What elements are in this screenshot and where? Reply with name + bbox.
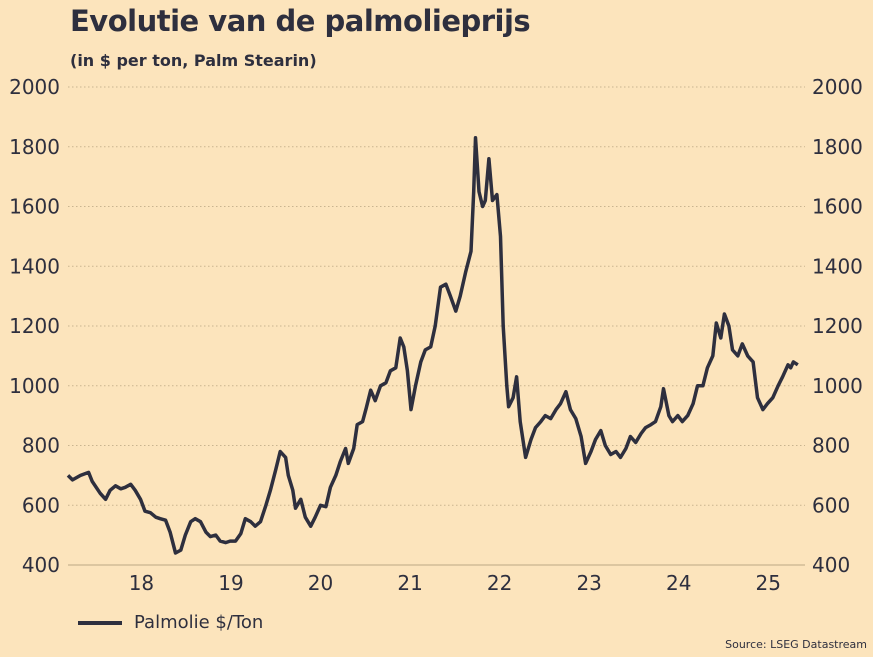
y-tick-label-right: 1200: [812, 314, 863, 338]
y-tick-label-left: 400: [22, 553, 60, 577]
x-tick-label: 25: [756, 571, 781, 595]
legend-swatch: [78, 620, 122, 625]
y-tick-label-right: 2000: [812, 75, 863, 99]
y-tick-label-left: 800: [22, 434, 60, 458]
x-tick-label: 23: [576, 571, 601, 595]
y-tick-label-right: 1600: [812, 195, 863, 219]
y-tick-label-right: 800: [812, 434, 850, 458]
x-tick-label: 19: [218, 571, 243, 595]
y-tick-label-left: 1400: [9, 254, 60, 278]
x-tick-label: 22: [487, 571, 512, 595]
x-tick-label: 18: [129, 571, 154, 595]
y-tick-label-left: 1600: [9, 195, 60, 219]
y-tick-label-right: 1800: [812, 135, 863, 159]
y-tick-label-left: 1200: [9, 314, 60, 338]
y-tick-label-left: 2000: [9, 75, 60, 99]
x-tick-label: 20: [308, 571, 333, 595]
y-tick-label-left: 1000: [9, 374, 60, 398]
legend-label: Palmolie $/Ton: [134, 612, 264, 633]
y-tick-label-right: 1000: [812, 374, 863, 398]
x-tick-label: 21: [397, 571, 422, 595]
chart-subtitle: (in $ per ton, Palm Stearin): [70, 51, 317, 70]
y-tick-label-left: 1800: [9, 135, 60, 159]
y-tick-label-left: 600: [22, 493, 60, 517]
x-tick-label: 24: [666, 571, 691, 595]
legend: Palmolie $/Ton: [78, 612, 263, 633]
y-tick-label-right: 600: [812, 493, 850, 517]
y-tick-label-right: 1400: [812, 254, 863, 278]
series-line-palmolie: [66, 136, 799, 555]
y-tick-label-right: 400: [812, 553, 850, 577]
source-note: Source: LSEG Datastream: [725, 638, 867, 651]
chart-title: Evolutie van de palmolieprijs: [70, 4, 531, 38]
